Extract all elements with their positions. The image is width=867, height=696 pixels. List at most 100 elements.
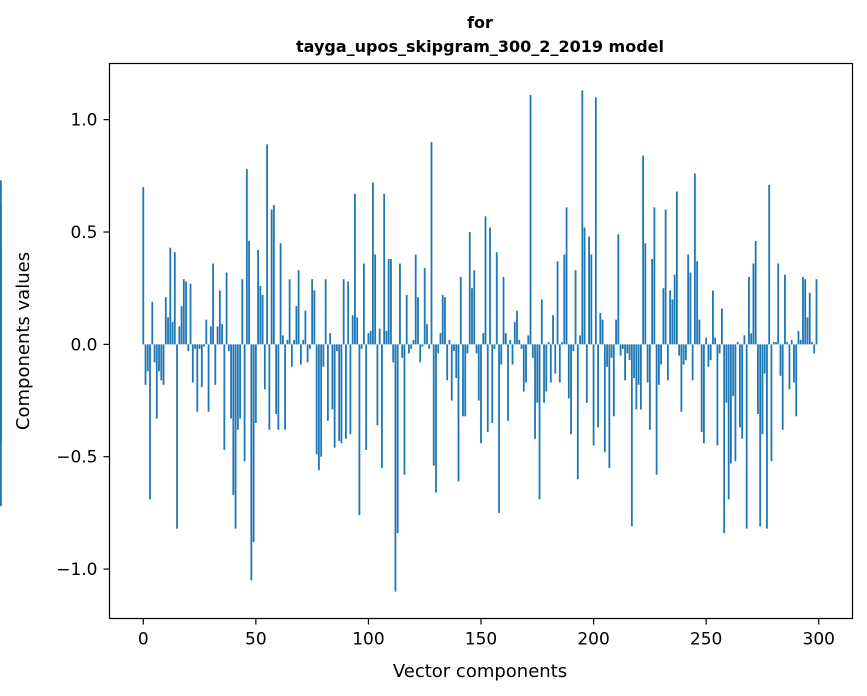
bar bbox=[673, 274, 676, 345]
bar bbox=[423, 267, 426, 345]
bar bbox=[730, 344, 732, 464]
bar bbox=[725, 344, 728, 403]
bar bbox=[790, 339, 793, 345]
bar bbox=[509, 339, 512, 345]
bar bbox=[387, 258, 390, 345]
bar bbox=[651, 258, 654, 345]
bar bbox=[396, 344, 399, 534]
bar bbox=[511, 344, 514, 365]
x-tick-label: 0 bbox=[138, 630, 149, 650]
bar bbox=[579, 335, 581, 345]
bar bbox=[739, 344, 741, 428]
bar bbox=[455, 344, 458, 379]
bar bbox=[495, 252, 498, 345]
bar bbox=[169, 247, 172, 345]
bar bbox=[808, 292, 811, 345]
bar bbox=[218, 290, 221, 345]
x-tick-label: 200 bbox=[577, 630, 609, 650]
bar bbox=[390, 258, 392, 345]
bar bbox=[351, 315, 354, 345]
bar bbox=[466, 344, 469, 354]
bar bbox=[687, 254, 690, 345]
bar bbox=[331, 344, 334, 410]
bar bbox=[574, 270, 577, 345]
bar bbox=[146, 344, 149, 372]
bar bbox=[693, 173, 696, 345]
bar bbox=[214, 344, 217, 385]
bar bbox=[759, 344, 762, 527]
bar bbox=[748, 276, 750, 345]
bar bbox=[633, 344, 635, 379]
bar bbox=[153, 344, 156, 363]
bar bbox=[435, 344, 437, 493]
bar bbox=[777, 263, 780, 345]
bar bbox=[313, 290, 316, 345]
bar bbox=[599, 312, 602, 345]
bar bbox=[804, 279, 807, 345]
bar bbox=[171, 321, 174, 345]
bar bbox=[502, 276, 505, 345]
bar bbox=[723, 344, 726, 534]
bar bbox=[489, 227, 491, 345]
bar bbox=[225, 272, 228, 345]
bar bbox=[538, 344, 541, 500]
bar bbox=[394, 344, 397, 592]
bar bbox=[457, 344, 460, 482]
bar bbox=[594, 97, 597, 345]
x-tick-label: 300 bbox=[803, 630, 835, 650]
bar bbox=[547, 342, 550, 345]
bar bbox=[299, 344, 302, 365]
bar bbox=[707, 344, 710, 367]
bar bbox=[682, 344, 685, 365]
bar bbox=[320, 344, 323, 457]
bar bbox=[639, 344, 642, 410]
bar bbox=[288, 279, 291, 345]
bar bbox=[689, 272, 692, 345]
bar bbox=[176, 344, 178, 529]
bar bbox=[297, 270, 300, 345]
bar bbox=[477, 344, 480, 401]
bar bbox=[480, 344, 482, 444]
bar bbox=[430, 142, 433, 345]
bar bbox=[486, 344, 489, 432]
bar bbox=[775, 342, 777, 345]
bar bbox=[327, 344, 329, 421]
bar bbox=[464, 344, 467, 417]
bar bbox=[556, 261, 559, 345]
bar bbox=[644, 243, 647, 345]
bar bbox=[205, 319, 208, 345]
bar bbox=[471, 288, 473, 345]
bar bbox=[338, 344, 341, 441]
bar bbox=[484, 216, 487, 345]
bar bbox=[601, 319, 604, 345]
bar bbox=[525, 344, 527, 383]
y-axis-label: Components values bbox=[13, 252, 34, 430]
bar bbox=[718, 344, 721, 354]
bar bbox=[671, 299, 674, 345]
bar bbox=[716, 344, 719, 446]
bar bbox=[507, 344, 509, 421]
bar bbox=[248, 241, 250, 345]
bar bbox=[795, 344, 798, 417]
bar bbox=[142, 187, 145, 345]
bar bbox=[770, 344, 773, 462]
bar bbox=[263, 344, 266, 390]
bar bbox=[624, 344, 626, 381]
bar bbox=[155, 344, 158, 419]
bar bbox=[281, 335, 284, 345]
bar bbox=[781, 344, 784, 430]
bar bbox=[203, 344, 205, 347]
bar bbox=[500, 344, 503, 365]
bar bbox=[401, 344, 404, 358]
bar bbox=[543, 344, 545, 403]
bar bbox=[306, 344, 309, 363]
bar bbox=[491, 344, 494, 424]
bar bbox=[369, 330, 372, 345]
bar bbox=[675, 191, 678, 345]
bar bbox=[813, 344, 816, 354]
bar bbox=[721, 308, 723, 345]
bar bbox=[279, 243, 282, 345]
bar bbox=[549, 344, 552, 383]
bar bbox=[700, 344, 703, 432]
